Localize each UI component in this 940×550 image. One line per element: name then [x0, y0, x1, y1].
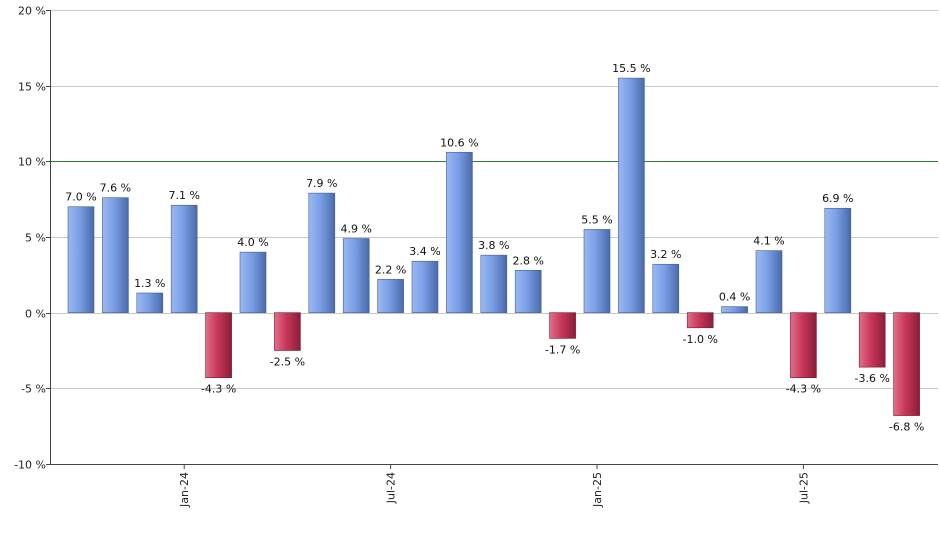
data-label: 7.1 %: [168, 189, 199, 202]
data-label: 10.6 %: [440, 136, 478, 149]
y-tick-label: -5 %: [21, 383, 46, 396]
data-label: -3.6 %: [854, 372, 889, 385]
bar: [893, 312, 920, 416]
data-label: -2.5 %: [270, 356, 305, 369]
data-label: 7.6 %: [100, 182, 131, 195]
bar: [721, 306, 748, 313]
gridlines: [50, 10, 938, 465]
data-label: 3.8 %: [478, 239, 509, 252]
data-label: 4.1 %: [753, 235, 784, 248]
data-label: 2.8 %: [512, 254, 543, 267]
bar: [549, 312, 576, 339]
data-label: 5.5 %: [581, 213, 612, 226]
x-tick-label: Jul-25: [797, 472, 810, 504]
bar: [514, 269, 542, 313]
data-label: -6.8 %: [889, 421, 924, 434]
y-tick-label: -10 %: [14, 459, 46, 472]
data-labels: 7.0 % 7.6 % 1.3 % 7.1 % -4.3 % 4.0 % -2.5 % 7.9…: [65, 62, 924, 433]
bars: [67, 77, 920, 416]
bar: [170, 204, 198, 313]
data-label: -1.0 %: [682, 333, 717, 346]
bar: [205, 312, 232, 379]
bar: [377, 279, 404, 313]
x-tick-label: Jul-24: [385, 472, 398, 504]
data-label: 3.4 %: [409, 245, 440, 258]
x-tick-label: Jan-24: [178, 472, 191, 508]
bar: [67, 206, 95, 313]
bar: [824, 207, 852, 313]
data-label: 4.0 %: [237, 236, 268, 249]
data-label: -4.3 %: [201, 383, 236, 396]
bar: [274, 312, 301, 351]
data-label: 2.2 %: [375, 263, 406, 276]
y-tick-label: 10 %: [18, 156, 46, 169]
data-label: -1.7 %: [545, 343, 580, 356]
y-tick-label: 15 %: [18, 81, 46, 94]
data-label: 15.5 %: [612, 62, 650, 75]
data-label: -4.3 %: [786, 383, 821, 396]
y-axis: -10 % -5 % 0 % 5 % 10 % 15 % 20 %: [14, 5, 51, 472]
bar: [858, 312, 886, 368]
y-tick-label: 5 %: [25, 232, 46, 245]
bar: [308, 192, 336, 313]
data-label: 1.3 %: [134, 277, 165, 290]
x-tick-label: Jan-25: [591, 472, 604, 508]
data-label: 4.9 %: [340, 223, 371, 236]
y-tick-label: 20 %: [18, 5, 46, 18]
bar: [583, 229, 611, 313]
data-label: 7.9 %: [306, 177, 337, 190]
data-label: 7.0 %: [65, 191, 96, 204]
bar: [618, 77, 645, 313]
data-label: 6.9 %: [822, 192, 853, 205]
bar: [239, 251, 267, 313]
x-axis: Jan-24 Jul-24 Jan-25 Jul-25: [50, 464, 938, 508]
y-tick-label: 0 %: [25, 308, 46, 321]
bar: [102, 197, 129, 313]
bar: [755, 250, 783, 313]
data-label: 3.2 %: [650, 248, 681, 261]
bar: [446, 151, 473, 313]
data-label: 0.4 %: [719, 291, 750, 304]
bar: [411, 260, 439, 313]
bar: [136, 292, 164, 313]
bar: [790, 312, 817, 379]
bar: [342, 238, 370, 313]
bar: [652, 263, 680, 313]
bar: [686, 312, 714, 329]
bar: [480, 254, 508, 313]
